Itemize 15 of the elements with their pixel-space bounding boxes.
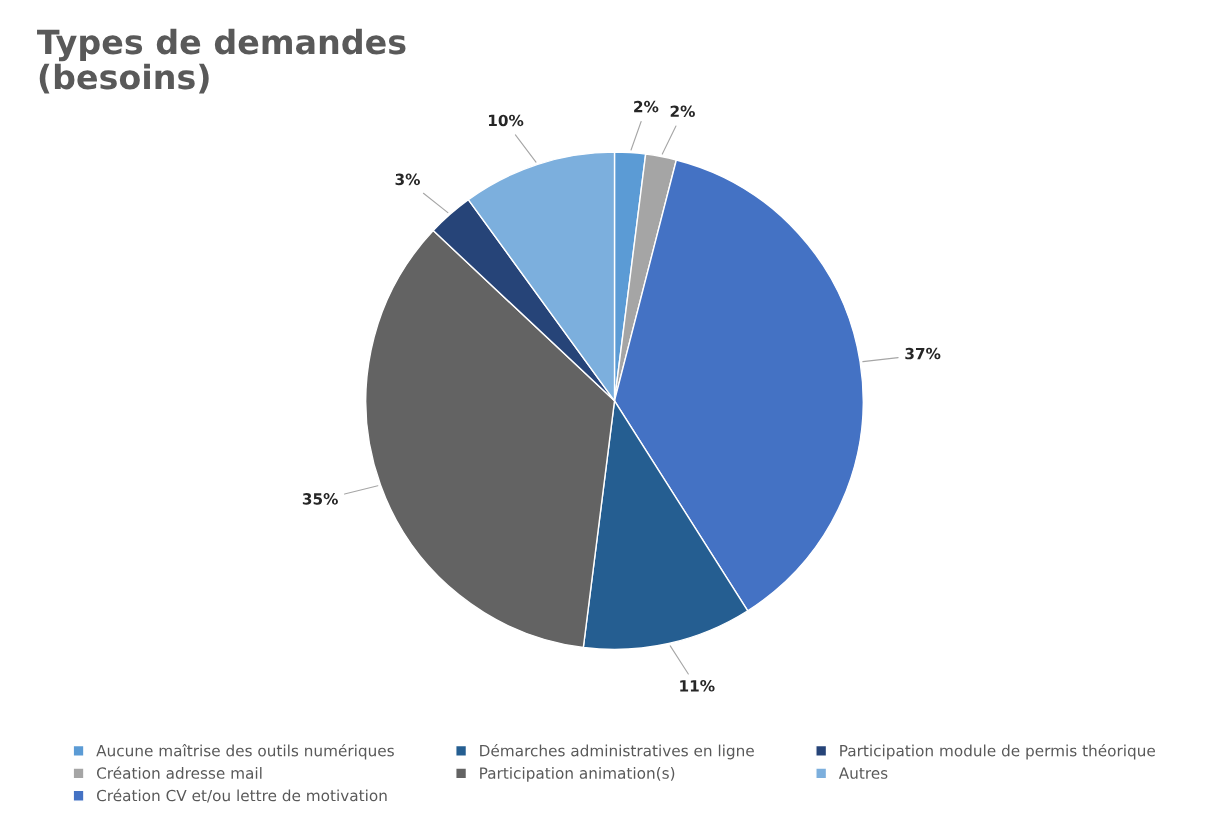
legend-label: Création adresse mail	[96, 766, 262, 779]
legend-label: Participation module de permis théorique	[840, 744, 1155, 760]
data-label: 3%	[395, 173, 420, 186]
chart-title: Types de demandes (besoins)	[37, 28, 406, 94]
data-label: 2%	[670, 105, 695, 118]
data-label: 37%	[905, 347, 941, 360]
data-label: 10%	[488, 114, 524, 127]
legend-label: Participation animation(s)	[480, 767, 675, 782]
legend-label: Démarches administratives en ligne	[480, 744, 754, 760]
data-label: 2%	[634, 100, 659, 113]
data-label: 11%	[680, 680, 715, 692]
legend-label: Autres	[838, 767, 888, 779]
data-label: 35%	[302, 493, 338, 505]
legend-label: Création CV et/ou lettre de motivation	[96, 788, 387, 803]
legend-label: Aucune maîtrise des outils numériques	[96, 744, 394, 760]
